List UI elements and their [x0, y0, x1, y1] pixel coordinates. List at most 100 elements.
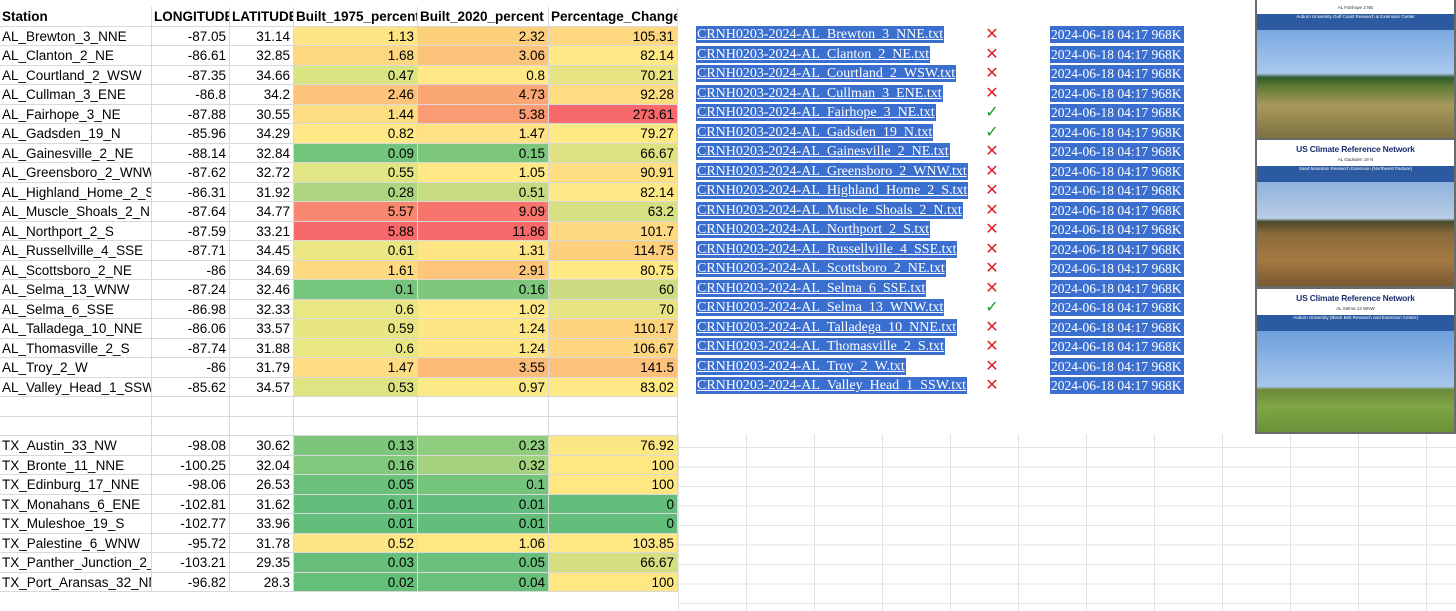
cell-lon[interactable]: -98.08 — [152, 436, 230, 456]
cell-b75[interactable]: 0.16 — [294, 455, 418, 475]
cell-lon[interactable]: -95.72 — [152, 533, 230, 553]
cell-station[interactable]: AL_Selma_13_WNW — [0, 280, 152, 300]
cell-lat[interactable]: 32.33 — [230, 299, 294, 319]
cell-pct[interactable]: 0 — [549, 514, 678, 534]
cell-b20[interactable]: 1.24 — [418, 319, 549, 339]
cell-b75[interactable]: 0.6 — [294, 299, 418, 319]
cell-pct[interactable]: 70 — [549, 299, 678, 319]
cell-station[interactable]: AL_Brewton_3_NNE — [0, 26, 152, 46]
cell-station[interactable]: AL_Courtland_2_WSW — [0, 65, 152, 85]
cell-pct[interactable]: 92.28 — [549, 85, 678, 105]
cell-b75[interactable]: 5.88 — [294, 221, 418, 241]
empty-cell[interactable] — [549, 416, 678, 436]
cell-lat[interactable]: 31.78 — [230, 533, 294, 553]
cell-pct[interactable]: 82.14 — [549, 182, 678, 202]
header-percentage-change[interactable]: Percentage_Change — [549, 7, 678, 27]
cell-pct[interactable]: 66.67 — [549, 143, 678, 163]
cell-b75[interactable]: 1.68 — [294, 46, 418, 66]
cell-lat[interactable]: 31.14 — [230, 26, 294, 46]
cell-lon[interactable]: -102.77 — [152, 514, 230, 534]
cell-lon[interactable]: -88.14 — [152, 143, 230, 163]
empty-cell[interactable] — [0, 416, 152, 436]
cell-pct[interactable]: 110.17 — [549, 319, 678, 339]
cell-lon[interactable]: -87.62 — [152, 163, 230, 183]
cell-lat[interactable]: 32.85 — [230, 46, 294, 66]
cell-b75[interactable]: 0.05 — [294, 475, 418, 495]
cell-station[interactable]: TX_Palestine_6_WNW — [0, 533, 152, 553]
cell-lat[interactable]: 34.57 — [230, 377, 294, 397]
cell-b20[interactable]: 0.23 — [418, 436, 549, 456]
cell-lon[interactable]: -86 — [152, 358, 230, 378]
cell-b20[interactable]: 0.97 — [418, 377, 549, 397]
cell-pct[interactable]: 106.67 — [549, 338, 678, 358]
cell-b20[interactable]: 0.1 — [418, 475, 549, 495]
cell-b20[interactable]: 0.01 — [418, 494, 549, 514]
file-link[interactable]: CRNH0203-2024-AL_Cullman_3_ENE.txt — [696, 84, 943, 102]
cell-b75[interactable]: 0.53 — [294, 377, 418, 397]
empty-cell[interactable] — [230, 416, 294, 436]
cell-pct[interactable]: 101.7 — [549, 221, 678, 241]
header-station[interactable]: Station — [0, 7, 152, 27]
cell-lat[interactable]: 34.69 — [230, 260, 294, 280]
cell-lon[interactable]: -87.35 — [152, 65, 230, 85]
cell-pct[interactable]: 63.2 — [549, 202, 678, 222]
cell-lon[interactable]: -103.21 — [152, 553, 230, 573]
cell-pct[interactable]: 105.31 — [549, 26, 678, 46]
empty-cell[interactable] — [0, 397, 152, 417]
file-link[interactable]: CRNH0203-2024-AL_Clanton_2_NE.txt — [696, 45, 931, 63]
cell-b20[interactable]: 5.38 — [418, 104, 549, 124]
cell-lon[interactable]: -85.62 — [152, 377, 230, 397]
file-link[interactable]: CRNH0203-2024-AL_Thomasville_2_S.txt — [696, 338, 945, 355]
cell-pct[interactable]: 273.61 — [549, 104, 678, 124]
cell-lat[interactable]: 31.92 — [230, 182, 294, 202]
cell-lon[interactable]: -85.96 — [152, 124, 230, 144]
cell-b20[interactable]: 0.16 — [418, 280, 549, 300]
cell-station[interactable]: AL_Muscle_Shoals_2_N — [0, 202, 152, 222]
cell-station[interactable]: TX_Edinburg_17_NNE — [0, 475, 152, 495]
cell-station[interactable]: AL_Highland_Home_2_S — [0, 182, 152, 202]
cell-lon[interactable]: -86.31 — [152, 182, 230, 202]
cell-station[interactable]: TX_Austin_33_NW — [0, 436, 152, 456]
cell-lat[interactable]: 30.62 — [230, 436, 294, 456]
cell-b20[interactable]: 0.04 — [418, 572, 549, 592]
file-link[interactable]: CRNH0203-2024-AL_Gadsden_19_N.txt — [696, 123, 934, 141]
cell-b20[interactable]: 9.09 — [418, 202, 549, 222]
cell-lon[interactable]: -86.06 — [152, 319, 230, 339]
cell-pct[interactable]: 90.91 — [549, 163, 678, 183]
cell-b20[interactable]: 0.8 — [418, 65, 549, 85]
cell-b75[interactable]: 0.55 — [294, 163, 418, 183]
cell-pct[interactable]: 100 — [549, 455, 678, 475]
cell-pct[interactable]: 100 — [549, 475, 678, 495]
cell-b20[interactable]: 3.55 — [418, 358, 549, 378]
cell-station[interactable]: TX_Panther_Junction_2_N — [0, 553, 152, 573]
cell-b20[interactable]: 0.05 — [418, 553, 549, 573]
cell-lat[interactable]: 26.53 — [230, 475, 294, 495]
cell-b20[interactable]: 11.86 — [418, 221, 549, 241]
cell-pct[interactable]: 83.02 — [549, 377, 678, 397]
cell-lon[interactable]: -96.82 — [152, 572, 230, 592]
cell-lat[interactable]: 32.04 — [230, 455, 294, 475]
cell-lon[interactable]: -86.8 — [152, 85, 230, 105]
cell-b20[interactable]: 0.15 — [418, 143, 549, 163]
file-link[interactable]: CRNH0203-2024-AL_Muscle_Shoals_2_N.txt — [696, 201, 963, 219]
cell-b75[interactable]: 1.61 — [294, 260, 418, 280]
cell-b75[interactable]: 0.03 — [294, 553, 418, 573]
empty-cell[interactable] — [152, 416, 230, 436]
cell-lon[interactable]: -86.98 — [152, 299, 230, 319]
empty-cell[interactable] — [294, 397, 418, 417]
cell-lat[interactable]: 31.88 — [230, 338, 294, 358]
cell-b20[interactable]: 1.31 — [418, 241, 549, 261]
cell-lat[interactable]: 33.57 — [230, 319, 294, 339]
cell-lon[interactable]: -98.06 — [152, 475, 230, 495]
file-link[interactable]: CRNH0203-2024-AL_Brewton_3_NNE.txt — [696, 26, 945, 43]
file-link[interactable]: CRNH0203-2024-AL_Valley_Head_1_SSW.txt — [696, 377, 967, 394]
cell-b75[interactable]: 1.47 — [294, 358, 418, 378]
file-link[interactable]: CRNH0203-2024-AL_Fairhope_3_NE.txt — [696, 104, 936, 121]
cell-lon[interactable]: -87.71 — [152, 241, 230, 261]
cell-lat[interactable]: 31.62 — [230, 494, 294, 514]
cell-b75[interactable]: 5.57 — [294, 202, 418, 222]
empty-cell[interactable] — [418, 416, 549, 436]
header-built-2020[interactable]: Built_2020_percent — [418, 7, 549, 27]
cell-lat[interactable]: 34.66 — [230, 65, 294, 85]
cell-lat[interactable]: 31.79 — [230, 358, 294, 378]
